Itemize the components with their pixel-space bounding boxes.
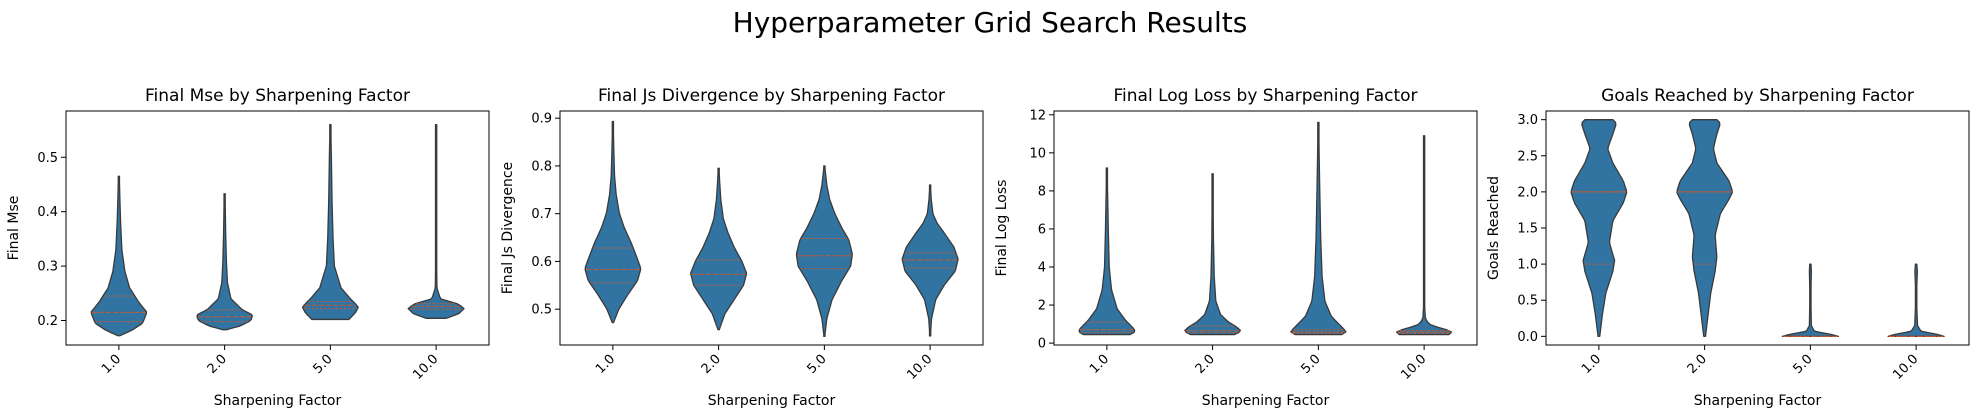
x-tick-label: 10.0 <box>904 352 935 383</box>
x-axis-label: Sharpening Factor <box>214 393 342 409</box>
axes-frame <box>65 110 490 346</box>
x-tick-label: 5.0 <box>1298 352 1323 377</box>
y-tick-label: 8 <box>1038 184 1046 199</box>
y-axis-label: Final Js Divergence <box>500 162 516 294</box>
x-axis-label: Sharpening Factor <box>1694 393 1822 409</box>
y-tick-label: 0.9 <box>531 112 552 127</box>
violin-body <box>1078 167 1136 336</box>
x-tick-label: 10.0 <box>1398 352 1429 383</box>
y-tick-label: 0.6 <box>531 255 552 270</box>
panel-title: Goals Reached by Sharpening Factor <box>1601 86 1914 106</box>
y-tick-label: 3.0 <box>1517 113 1538 128</box>
violin-body <box>1887 263 1945 337</box>
violin-body <box>1676 119 1733 337</box>
y-tick-label: 2 <box>1038 299 1046 314</box>
violin-body <box>901 184 959 337</box>
y-axis-label: Goals Reached <box>1486 176 1502 280</box>
violin-body <box>795 165 853 338</box>
y-axis-label: Final Mse <box>6 196 22 261</box>
x-axis-label: Sharpening Factor <box>1202 393 1330 409</box>
y-axis-label: Final Log Loss <box>994 180 1010 277</box>
panel-title: Final Log Loss by Sharpening Factor <box>1113 86 1417 106</box>
y-tick-label: 0.3 <box>37 260 58 275</box>
y-tick-label: 0.4 <box>37 205 58 220</box>
y-tick-label: 0.7 <box>531 207 552 222</box>
y-tick-label: 2.0 <box>1517 185 1538 200</box>
violin-body <box>1184 173 1242 336</box>
violin-body <box>1781 263 1840 337</box>
y-tick-label: 0.0 <box>1517 330 1538 345</box>
x-tick-label: 5.0 <box>310 352 335 377</box>
figure-title: Hyperparameter Grid Search Results <box>733 6 1248 39</box>
y-tick-label: 10 <box>1029 146 1046 161</box>
y-tick-label: 1.0 <box>1517 258 1538 273</box>
y-tick-label: 6 <box>1038 222 1046 237</box>
violin-body <box>1290 121 1347 336</box>
y-tick-label: 0.5 <box>1517 294 1538 309</box>
violin-body <box>690 167 748 331</box>
chart-panel-1: Final Mse by Sharpening Factor Sharpening… <box>6 86 490 409</box>
y-tick-label: 1.5 <box>1517 222 1538 237</box>
x-tick-label: 2.0 <box>1685 352 1710 377</box>
violin-body <box>196 193 253 331</box>
violin-body <box>90 175 148 337</box>
y-tick-label: 0.5 <box>37 151 58 166</box>
axes-frame <box>1545 110 1970 346</box>
y-tick-label: 0.5 <box>531 303 552 318</box>
chart-panel-2: Final Js Divergence by Sharpening Factor… <box>500 86 984 409</box>
y-tick-label: 2.5 <box>1517 149 1538 164</box>
x-tick-label: 2.0 <box>699 352 724 377</box>
x-tick-label: 2.0 <box>1193 352 1218 377</box>
x-axis-label: Sharpening Factor <box>708 393 836 409</box>
violin-body <box>1570 119 1628 337</box>
x-tick-label: 5.0 <box>1790 352 1815 377</box>
chart-panel-3: Final Log Loss by Sharpening Factor Sharp… <box>994 86 1478 409</box>
axes-frame <box>559 110 984 346</box>
violin-body <box>1395 135 1453 336</box>
y-tick-label: 12 <box>1029 108 1046 123</box>
panel-title: Final Js Divergence by Sharpening Factor <box>598 86 945 106</box>
x-tick-label: 1.0 <box>1579 352 1604 377</box>
x-tick-label: 5.0 <box>804 352 829 377</box>
chart-panel-4: Goals Reached by Sharpening Factor Sharpe… <box>1486 86 1970 409</box>
axes-frame <box>1053 110 1478 346</box>
x-tick-label: 10.0 <box>1890 352 1921 383</box>
violin-body <box>407 123 465 319</box>
x-tick-label: 1.0 <box>99 352 124 377</box>
x-tick-label: 1.0 <box>1087 352 1112 377</box>
x-tick-label: 2.0 <box>205 352 230 377</box>
x-tick-label: 10.0 <box>410 352 441 383</box>
violin-body <box>301 123 359 321</box>
y-tick-label: 0.8 <box>531 159 552 174</box>
y-tick-label: 0 <box>1038 337 1046 352</box>
y-tick-label: 0.2 <box>37 314 58 329</box>
violin-body <box>584 120 642 324</box>
panel-title: Final Mse by Sharpening Factor <box>145 86 410 106</box>
x-tick-label: 1.0 <box>593 352 618 377</box>
y-tick-label: 4 <box>1038 261 1046 276</box>
